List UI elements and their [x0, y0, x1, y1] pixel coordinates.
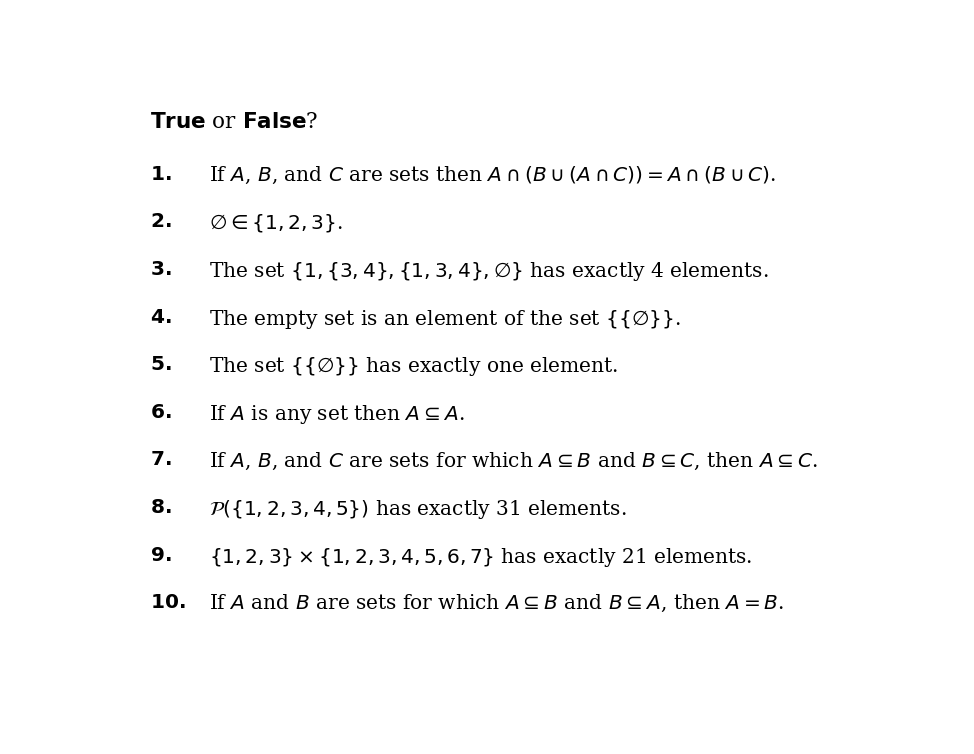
Text: $\{1, 2, 3\} \times \{1, 2, 3, 4, 5, 6, 7\}$ has exactly 21 elements.: $\{1, 2, 3\} \times \{1, 2, 3, 4, 5, 6, …	[208, 546, 752, 569]
Text: $\mathbf{True}$ or $\mathbf{False}$?: $\mathbf{True}$ or $\mathbf{False}$?	[150, 111, 318, 133]
Text: $\mathbf{10.}$: $\mathbf{10.}$	[150, 593, 186, 612]
Text: $\mathbf{3.}$: $\mathbf{3.}$	[150, 260, 172, 279]
Text: $\mathbf{5.}$: $\mathbf{5.}$	[150, 355, 172, 374]
Text: The set $\{1, \{3, 4\}, \{1, 3, 4\}, \emptyset\}$ has exactly 4 elements.: The set $\{1, \{3, 4\}, \{1, 3, 4\}, \em…	[208, 260, 768, 283]
Text: The empty set is an element of the set $\{\{\emptyset\}\}$.: The empty set is an element of the set $…	[208, 308, 680, 330]
Text: If $A$ is any set then $A \subseteq A$.: If $A$ is any set then $A \subseteq A$.	[208, 403, 465, 426]
Text: The set $\{\{\emptyset\}\}$ has exactly one element.: The set $\{\{\emptyset\}\}$ has exactly …	[208, 355, 618, 379]
Text: If $A$, $B$, and $C$ are sets then $A \cap (B \cup (A \cap C)) = A \cap (B \cup : If $A$, $B$, and $C$ are sets then $A \c…	[208, 165, 775, 186]
Text: $\mathbf{6.}$: $\mathbf{6.}$	[150, 403, 172, 421]
Text: $\emptyset \in \{1, 2, 3\}$.: $\emptyset \in \{1, 2, 3\}$.	[208, 213, 343, 234]
Text: $\mathbf{8.}$: $\mathbf{8.}$	[150, 498, 172, 517]
Text: $\mathbf{7.}$: $\mathbf{7.}$	[150, 450, 172, 470]
Text: $\mathbf{9.}$: $\mathbf{9.}$	[150, 546, 172, 565]
Text: $\mathbf{4.}$: $\mathbf{4.}$	[150, 308, 172, 326]
Text: If $A$, $B$, and $C$ are sets for which $A \subseteq B$ and $B \subseteq C$, the: If $A$, $B$, and $C$ are sets for which …	[208, 450, 817, 472]
Text: $\mathbf{2.}$: $\mathbf{2.}$	[150, 213, 172, 231]
Text: If $A$ and $B$ are sets for which $A \subseteq B$ and $B \subseteq A$, then $A =: If $A$ and $B$ are sets for which $A \su…	[208, 593, 784, 615]
Text: $\mathbf{1.}$: $\mathbf{1.}$	[150, 165, 172, 184]
Text: $\mathcal{P}(\{1, 2, 3, 4, 5\})$ has exactly 31 elements.: $\mathcal{P}(\{1, 2, 3, 4, 5\})$ has exa…	[208, 498, 626, 521]
